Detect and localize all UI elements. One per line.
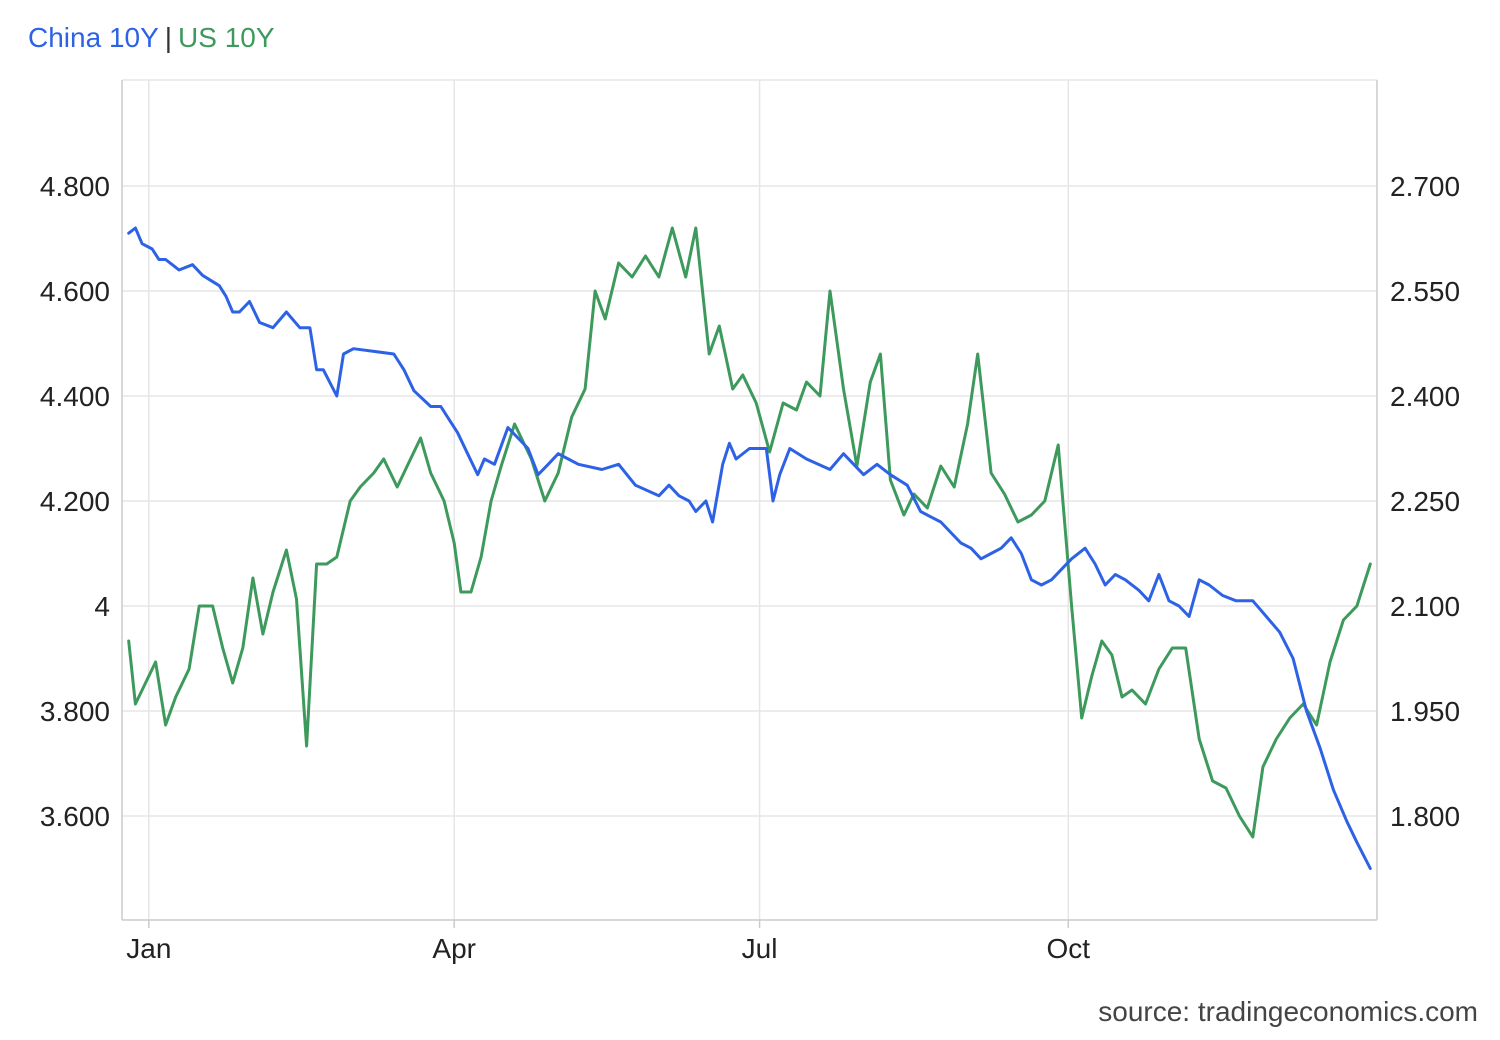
y-right-tick-label: 1.800	[1390, 801, 1460, 832]
y-right-tick-label: 2.400	[1390, 381, 1460, 412]
y-left-tick-label: 3.800	[40, 696, 110, 727]
series-line-us-10y[interactable]	[127, 226, 1372, 839]
y-right-tick-label: 1.950	[1390, 696, 1460, 727]
y-right-tick-label: 2.550	[1390, 276, 1460, 307]
x-tick-label: Apr	[432, 933, 476, 964]
legend-us-10y[interactable]: US 10Y	[178, 22, 275, 53]
legend-separator: |	[164, 22, 173, 53]
y-right-tick-label: 2.250	[1390, 486, 1460, 517]
x-tick-label: Oct	[1047, 933, 1091, 964]
x-tick-label: Jan	[126, 933, 171, 964]
y-left-tick-label: 3.600	[40, 801, 110, 832]
series-line-china-10y[interactable]	[127, 226, 1372, 870]
y-left-tick-label: 4.200	[40, 486, 110, 517]
chart-legend: China 10Y | US 10Y	[28, 22, 275, 54]
y-right-tick-label: 2.700	[1390, 171, 1460, 202]
tick-labels: 3.600 3.800 4 4.200 4.400 4.600 4.800 1.800 1.95…	[40, 171, 1460, 964]
y-left-tick-label: 4.800	[40, 171, 110, 202]
y-left-tick-label: 4	[94, 591, 110, 622]
y-left-tick-label: 4.400	[40, 381, 110, 412]
y-right-tick-label: 2.100	[1390, 591, 1460, 622]
source-credit[interactable]: source: tradingeconomics.com	[1098, 996, 1478, 1027]
legend-china-10y[interactable]: China 10Y	[28, 22, 159, 53]
y-left-tick-label: 4.600	[40, 276, 110, 307]
x-tick-label: Jul	[742, 933, 778, 964]
series-lines	[127, 226, 1372, 870]
grid-lines	[122, 79, 1377, 920]
chart-axes	[121, 80, 1378, 928]
